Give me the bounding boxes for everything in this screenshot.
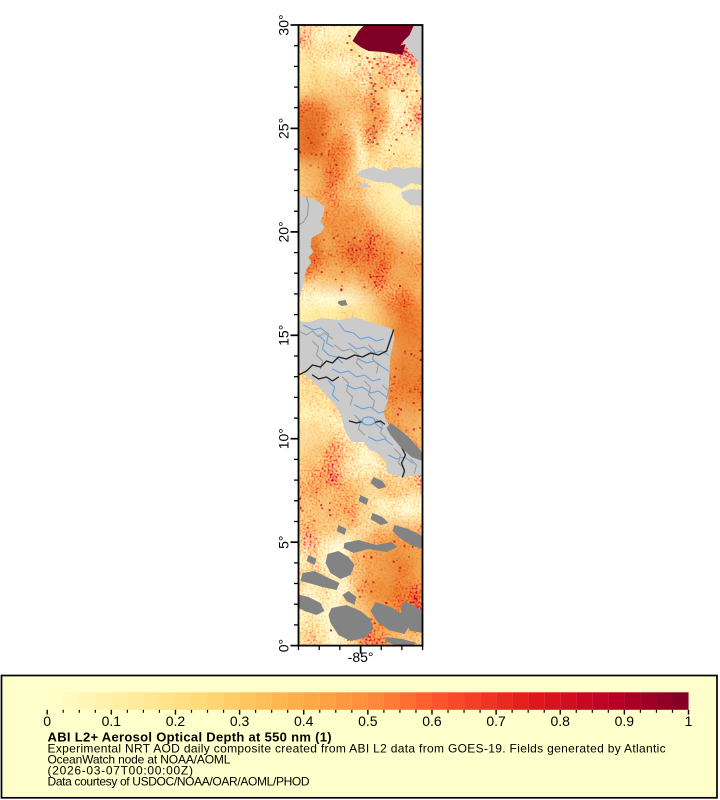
svg-text:0.7: 0.7 <box>486 713 506 729</box>
svg-text:1: 1 <box>685 713 693 729</box>
svg-text:-85°: -85° <box>348 649 374 665</box>
svg-text:5°: 5° <box>276 536 292 549</box>
svg-text:25°: 25° <box>276 118 292 139</box>
svg-text:0: 0 <box>43 713 51 729</box>
svg-text:10°: 10° <box>276 428 292 449</box>
svg-text:15°: 15° <box>276 325 292 346</box>
svg-text:OceanWatch node at NOAA/AOML: OceanWatch node at NOAA/AOML <box>48 753 231 767</box>
svg-text:30°: 30° <box>276 14 292 35</box>
svg-text:0.8: 0.8 <box>551 713 571 729</box>
svg-text:0.1: 0.1 <box>102 713 122 729</box>
svg-text:0.3: 0.3 <box>230 713 250 729</box>
svg-text:0.2: 0.2 <box>166 713 186 729</box>
svg-text:0.5: 0.5 <box>358 713 378 729</box>
svg-text:Experimental NRT AOD daily com: Experimental NRT AOD daily composite cre… <box>48 742 666 756</box>
svg-text:ABI L2+ Aerosol Optical Depth: ABI L2+ Aerosol Optical Depth at 550 nm … <box>48 730 332 745</box>
svg-text:(2026-03-07T00:00:00Z): (2026-03-07T00:00:00Z) <box>48 764 194 778</box>
svg-text:Data courtesy of USDOC/NOAA/OA: Data courtesy of USDOC/NOAA/OAR/AOML/PHO… <box>48 775 310 789</box>
svg-text:0.6: 0.6 <box>422 713 442 729</box>
svg-text:0.4: 0.4 <box>294 713 314 729</box>
svg-text:0°: 0° <box>276 639 292 652</box>
svg-text:20°: 20° <box>276 221 292 242</box>
svg-text:0.9: 0.9 <box>615 713 635 729</box>
